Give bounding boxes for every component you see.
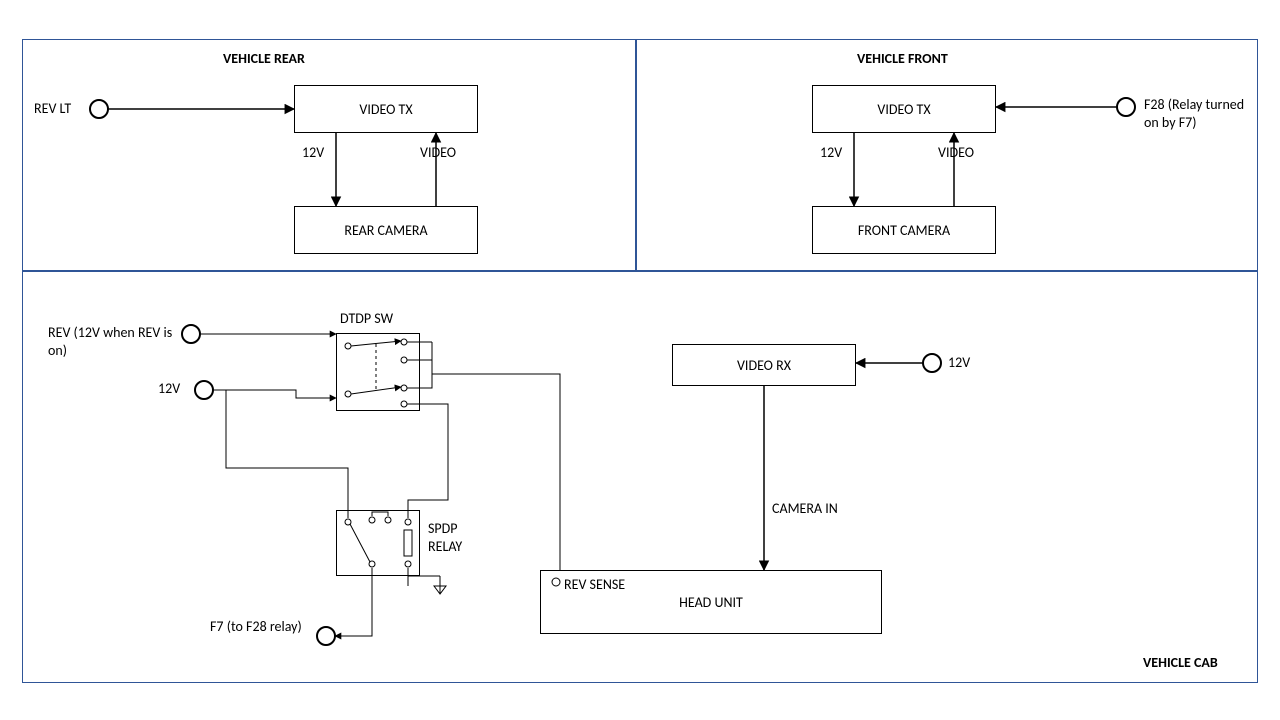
label-rev-cab: REV (12V when REV is on) <box>48 324 178 359</box>
title-vehicle-front: VEHICLE FRONT <box>857 50 948 67</box>
label-spdp: SPDP RELAY <box>428 520 488 555</box>
box-front-video-tx: VIDEO TX <box>812 85 996 133</box>
box-rear-video-tx: VIDEO TX <box>294 85 478 133</box>
box-label: VIDEO TX <box>877 101 930 118</box>
label-f28: F28 (Relay turned on by F7) <box>1144 96 1254 131</box>
label-dtdp: DTDP SW <box>340 310 393 327</box>
box-dtdp-switch <box>336 333 420 411</box>
box-spdp-relay <box>336 510 420 576</box>
box-video-rx: VIDEO RX <box>672 344 856 386</box>
box-front-camera: FRONT CAMERA <box>812 206 996 254</box>
box-label: FRONT CAMERA <box>858 222 950 239</box>
label-rev-sense: REV SENSE <box>564 576 625 593</box>
title-vehicle-rear: VEHICLE REAR <box>223 50 305 67</box>
label-front-video: VIDEO <box>938 144 974 161</box>
label-rear-12v: 12V <box>302 144 324 161</box>
label-rev-lt: REV LT <box>34 100 71 117</box>
label-camera-in: CAMERA IN <box>772 500 838 517</box>
label-12v-cab: 12V <box>158 380 180 397</box>
box-label: HEAD UNIT <box>679 594 743 611</box>
title-vehicle-cab: VEHICLE CAB <box>1143 654 1218 671</box>
box-label: REAR CAMERA <box>344 222 427 239</box>
label-rear-video: VIDEO <box>420 144 456 161</box>
label-f7: F7 (to F28 relay) <box>210 618 320 636</box>
box-rear-camera: REAR CAMERA <box>294 206 478 254</box>
label-front-12v: 12V <box>820 144 842 161</box>
box-label: VIDEO RX <box>737 357 791 374</box>
box-label: VIDEO TX <box>359 101 412 118</box>
label-rx-12v: 12V <box>948 354 970 371</box>
